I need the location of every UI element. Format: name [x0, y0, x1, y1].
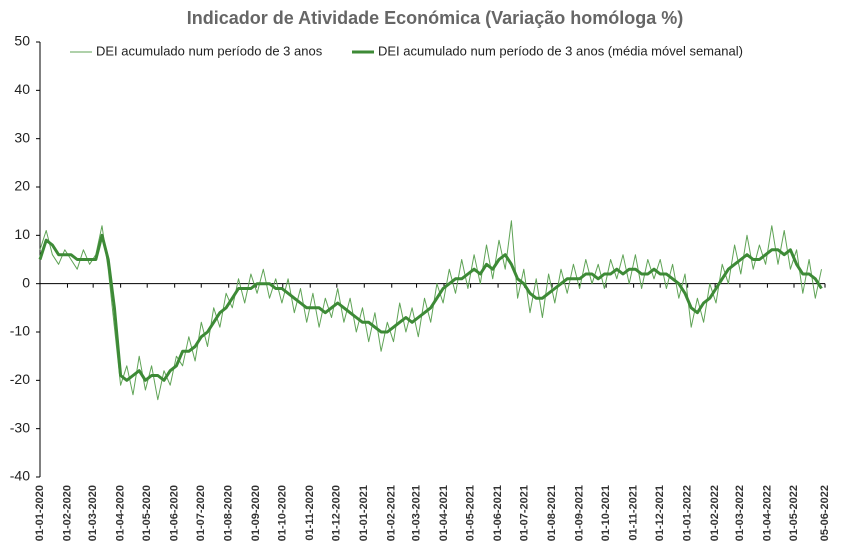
- x-tick-label: 01-05-2022: [788, 485, 800, 541]
- y-tick-label: 20: [14, 178, 30, 194]
- y-tick-label: -20: [10, 371, 30, 387]
- x-tick-label: 01-02-2022: [709, 485, 721, 541]
- x-tick-label: 01-12-2020: [331, 485, 343, 541]
- x-tick-label: 01-01-2020: [34, 485, 46, 541]
- x-tick-label: 01-01-2021: [358, 485, 370, 541]
- x-tick-label: 01-06-2020: [169, 485, 181, 541]
- x-tick-label: 01-03-2021: [410, 485, 422, 541]
- y-tick-label: 0: [22, 274, 30, 290]
- x-tick-label: 01-12-2021: [654, 485, 666, 541]
- x-tick-label: 01-09-2021: [573, 485, 585, 541]
- y-tick-label: 50: [14, 33, 30, 49]
- x-tick-label: 01-04-2022: [761, 485, 773, 541]
- series-line: [38, 233, 823, 382]
- y-tick-label: -10: [10, 323, 30, 339]
- y-tick-label: -30: [10, 419, 30, 435]
- x-tick-label: 01-08-2021: [546, 485, 558, 541]
- chart-title: Indicador de Atividade Económica (Variaç…: [187, 8, 683, 28]
- x-tick-label: 01-10-2021: [600, 485, 612, 541]
- x-tick-label: 01-03-2020: [87, 485, 99, 541]
- x-tick-label: 05-06-2022: [819, 485, 831, 541]
- y-tick-label: 10: [14, 226, 30, 242]
- x-tick-label: 01-10-2020: [277, 485, 289, 541]
- x-tick-label: 01-03-2022: [734, 485, 746, 541]
- series-line: [39, 220, 822, 401]
- y-tick-label: -40: [10, 468, 30, 484]
- x-tick-label: 01-09-2020: [250, 485, 262, 541]
- y-tick-label: 30: [14, 129, 30, 145]
- x-tick-label: 01-05-2021: [465, 485, 477, 541]
- x-tick-label: 01-06-2021: [492, 485, 504, 541]
- legend-label: DEI acumulado num período de 3 anos: [96, 43, 323, 58]
- x-tick-label: 01-04-2021: [438, 485, 450, 541]
- x-tick-label: 01-07-2020: [195, 485, 207, 541]
- x-tick-label: 01-04-2020: [115, 485, 127, 541]
- x-tick-label: 01-08-2020: [223, 485, 235, 541]
- legend-label: DEI acumulado num período de 3 anos (méd…: [378, 43, 743, 58]
- y-tick-label: 40: [14, 81, 30, 97]
- x-tick-label: 01-11-2021: [628, 485, 640, 541]
- x-tick-label: 01-02-2021: [386, 485, 398, 541]
- x-tick-label: 01-11-2020: [304, 485, 316, 541]
- x-tick-label: 01-01-2022: [682, 485, 694, 541]
- x-tick-label: 01-05-2020: [141, 485, 153, 541]
- x-tick-label: 01-02-2020: [61, 485, 73, 541]
- x-tick-label: 01-07-2021: [519, 485, 531, 541]
